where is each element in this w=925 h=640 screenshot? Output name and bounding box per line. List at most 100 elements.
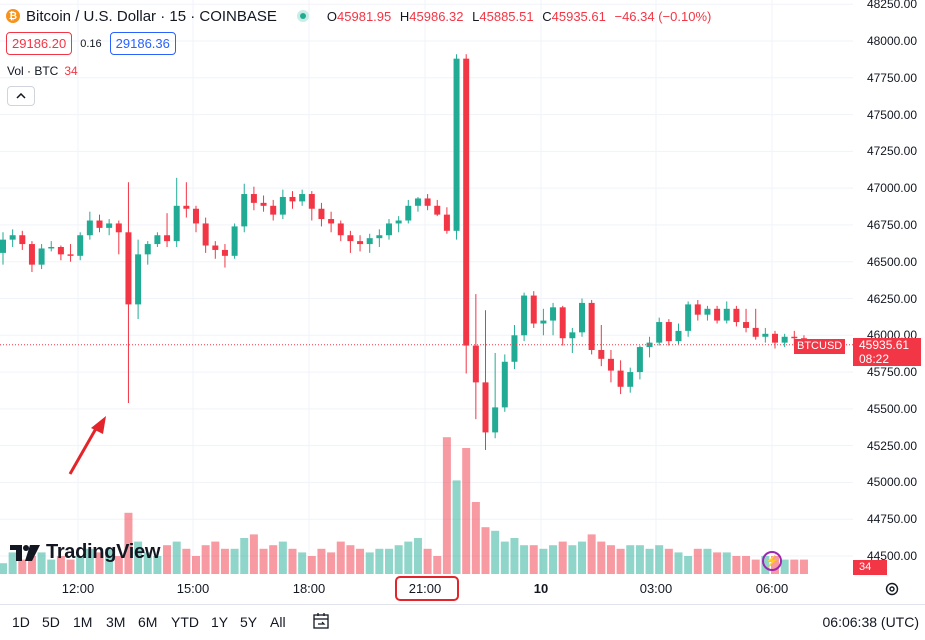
- candle: [173, 177, 180, 247]
- time-axis-label: 12:00: [61, 581, 95, 596]
- volume-bar: [95, 552, 104, 574]
- symbol-title[interactable]: Bitcoin / U.S. Dollar · 15 · COINBASE: [26, 7, 277, 25]
- candle: [19, 230, 26, 250]
- candle: [183, 182, 190, 218]
- volume-bar: [172, 541, 181, 574]
- volume-bar: [452, 480, 461, 574]
- symbol-header[interactable]: ₿ Bitcoin / U.S. Dollar · 15 · COINBASE …: [6, 5, 716, 27]
- volume-bar: [163, 545, 172, 574]
- candle: [714, 305, 721, 324]
- volume-bar: [66, 559, 75, 574]
- candle: [48, 241, 55, 252]
- candle: [501, 354, 508, 412]
- candle: [656, 317, 663, 346]
- candle: [212, 241, 219, 259]
- candle: [193, 205, 199, 233]
- price-axis-label: 44500.00: [866, 549, 917, 563]
- chevron-up-icon: [16, 93, 26, 99]
- candle: [115, 220, 122, 255]
- candle: [781, 333, 788, 348]
- volume-bar: [606, 545, 615, 574]
- range-button-ytd[interactable]: YTD: [171, 614, 199, 630]
- candle: [569, 327, 576, 353]
- candle: [328, 211, 335, 233]
- price-axis-label: 44750.00: [866, 512, 917, 527]
- candle: [733, 305, 740, 327]
- candle: [646, 336, 653, 358]
- range-button-6m[interactable]: 6M: [138, 614, 158, 630]
- volume-bar: [413, 538, 422, 574]
- candle: [308, 191, 315, 221]
- range-button-1d[interactable]: 1D: [12, 614, 30, 630]
- sell-price-button[interactable]: 29186.20: [6, 32, 73, 55]
- candle: [318, 202, 325, 227]
- volume-bar: [664, 548, 673, 574]
- utc-clock[interactable]: 06:06:38 (UTC): [822, 614, 919, 630]
- candle: [540, 308, 547, 336]
- buy-price-button[interactable]: 29186.36: [109, 32, 176, 55]
- candle: [357, 235, 364, 252]
- volume-bar: [114, 556, 123, 574]
- range-button-1m[interactable]: 1M: [73, 614, 93, 630]
- lightning-icon[interactable]: ⚡: [762, 551, 782, 571]
- volume-bar: [56, 556, 65, 574]
- candle: [405, 199, 412, 224]
- range-button-all[interactable]: All: [270, 614, 286, 630]
- range-button-5d[interactable]: 5D: [42, 614, 60, 630]
- price-axis-label: 45750.00: [866, 365, 917, 380]
- candle: [492, 352, 499, 439]
- price-axis-label: 48000.00: [866, 34, 917, 48]
- candle: [434, 199, 441, 217]
- candle: [135, 239, 142, 320]
- candle: [472, 294, 479, 420]
- volume-bar: [423, 548, 432, 574]
- volume-axis-tag: 34: [853, 560, 887, 575]
- tradingview-watermark: TradingView: [10, 541, 160, 564]
- range-button-1y[interactable]: 1Y: [211, 614, 229, 630]
- candle: [694, 299, 701, 321]
- volume-bar: [230, 548, 239, 574]
- candle: [154, 232, 161, 247]
- volume-legend[interactable]: Vol · BTC 34: [7, 64, 78, 78]
- candle: [337, 220, 344, 242]
- volume-bar: [182, 548, 191, 574]
- range-button-5y[interactable]: 5Y: [240, 614, 258, 630]
- highlight-box-annotation: [395, 576, 459, 601]
- price-axis-label: 47500.00: [866, 107, 917, 122]
- candle: [96, 214, 103, 233]
- volume-bar: [153, 556, 162, 574]
- candle: [299, 189, 306, 206]
- candle: [67, 244, 74, 262]
- grid: [0, 0, 853, 574]
- candle: [231, 223, 238, 259]
- collapse-legend-button[interactable]: [7, 86, 35, 106]
- volume-bar: [616, 548, 625, 574]
- volume-bar: [597, 541, 606, 574]
- volume-bar: [713, 552, 722, 574]
- candle: [347, 230, 354, 253]
- volume-bar: [587, 534, 596, 574]
- range-button-3m[interactable]: 3M: [106, 614, 126, 630]
- symbol-price-tag: BTCUSD: [794, 339, 846, 354]
- date-range-icon[interactable]: [312, 612, 330, 630]
- bar-countdown: 08:22: [859, 352, 890, 366]
- volume-bar: [105, 548, 114, 574]
- candle: [743, 308, 750, 333]
- candle: [762, 327, 769, 343]
- volume-bar: [269, 545, 278, 574]
- volume-bar: [462, 448, 471, 574]
- volume-bar: [751, 559, 760, 574]
- settings-gear-icon[interactable]: [884, 581, 900, 597]
- volume-bar: [481, 527, 490, 574]
- volume-bar: [317, 548, 326, 574]
- trade-buttons: 29186.20 0.16 29186.36: [6, 32, 176, 55]
- time-axis-label: 15:00: [176, 581, 210, 596]
- candle: [636, 345, 643, 380]
- toolbar-divider: [0, 604, 925, 605]
- volume-bar: [211, 541, 220, 574]
- volume-bar: [85, 548, 94, 574]
- volume-bar: [278, 541, 287, 574]
- volume-bar: [375, 548, 384, 574]
- volume-bar: [0, 563, 7, 574]
